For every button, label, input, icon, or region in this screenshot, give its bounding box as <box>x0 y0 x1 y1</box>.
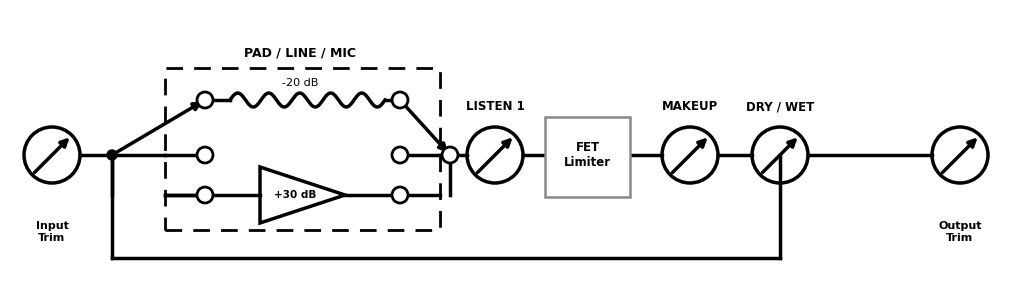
Text: Input
Trim: Input Trim <box>36 221 69 243</box>
Ellipse shape <box>197 92 213 108</box>
Ellipse shape <box>392 92 409 108</box>
Bar <box>545 117 630 197</box>
Text: MAKEUP: MAKEUP <box>662 100 718 113</box>
Text: -20 dB: -20 dB <box>282 78 318 88</box>
Bar <box>165 68 440 230</box>
Ellipse shape <box>197 187 213 203</box>
Ellipse shape <box>392 147 409 163</box>
Text: DRY / WET: DRY / WET <box>746 100 814 113</box>
Ellipse shape <box>197 147 213 163</box>
Ellipse shape <box>392 187 409 203</box>
Text: +30 dB: +30 dB <box>274 190 316 200</box>
Text: FET
Limiter: FET Limiter <box>564 141 611 169</box>
Text: Output
Trim: Output Trim <box>938 221 982 243</box>
Ellipse shape <box>107 150 117 160</box>
Text: PAD / LINE / MIC: PAD / LINE / MIC <box>244 47 356 60</box>
Text: LISTEN 1: LISTEN 1 <box>466 100 525 113</box>
Ellipse shape <box>442 147 458 163</box>
